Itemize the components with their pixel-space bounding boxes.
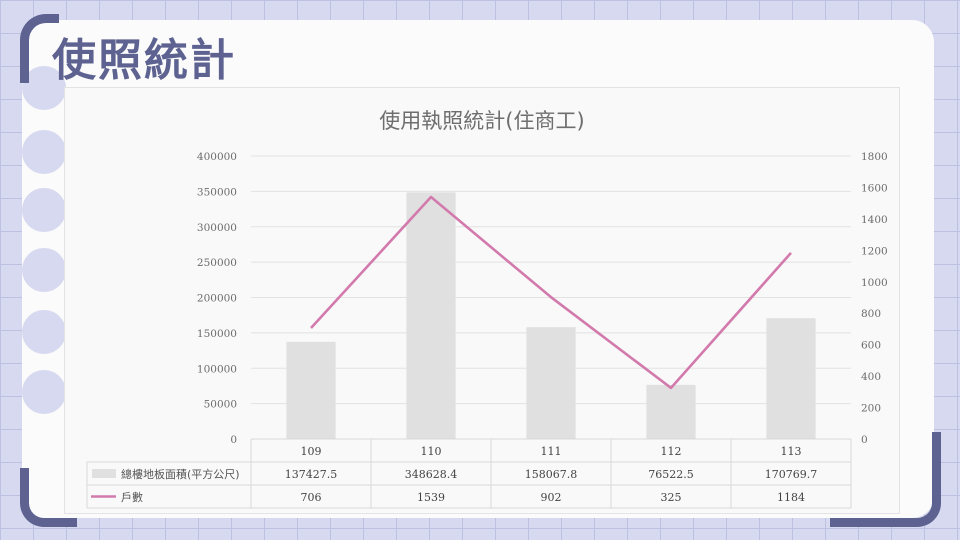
legend-key-bar (92, 469, 116, 478)
data-label: 170769.7 (765, 468, 818, 481)
bar (646, 384, 696, 439)
y-right-tick-label: 600 (861, 340, 881, 352)
card-notch (22, 310, 66, 354)
y-right-tick-label: 1200 (861, 245, 888, 257)
x-tick-label: 110 (421, 445, 442, 458)
y-left-tick-label: 400000 (197, 151, 237, 163)
y-left-tick-label: 100000 (197, 363, 237, 375)
chart-title: 使用執照統計(住商工) (379, 109, 584, 133)
y-left-tick-label: 200000 (197, 293, 237, 305)
legend-label: 戶數 (121, 491, 143, 504)
bracket-top-left (20, 14, 59, 83)
data-label: 325 (661, 491, 682, 504)
y-right-tick-label: 1000 (861, 277, 888, 289)
bar (526, 327, 576, 439)
line-series (310, 195, 792, 390)
x-tick-label: 113 (781, 445, 802, 458)
bracket-bottom-right (830, 432, 941, 527)
data-label: 1184 (777, 491, 805, 504)
data-label: 158067.8 (525, 468, 578, 481)
y-left-tick-label: 300000 (197, 222, 237, 234)
combo-chart: 使用執照統計(住商工) 0 50000 100000 150000 200000 25000… (86, 109, 888, 509)
card-notch (22, 130, 66, 174)
y-left-tick-label: 250000 (197, 257, 237, 269)
y-left-tick-label: 50000 (204, 399, 237, 411)
x-tick-label: 111 (541, 445, 562, 458)
bar (406, 192, 456, 439)
bracket-bottom-left (20, 468, 77, 527)
data-label: 902 (541, 491, 562, 504)
bar (766, 318, 816, 439)
y-right-tick-label: 800 (861, 308, 881, 320)
y-right-tick-label: 0 (861, 434, 868, 446)
y-right-tick-label: 1800 (861, 151, 888, 163)
y-right-tick-label: 400 (861, 371, 881, 383)
legend-label: 總樓地板面積(平方公尺) (121, 467, 240, 481)
card-notch (22, 248, 66, 292)
data-label: 706 (301, 491, 322, 504)
data-label: 1539 (417, 491, 445, 504)
y-left-tick-label: 150000 (197, 328, 237, 340)
y-right-tick-label: 200 (861, 403, 881, 415)
bar (286, 341, 336, 439)
y-left-tick-label: 350000 (197, 186, 237, 198)
card-notch (22, 188, 66, 232)
x-tick-label: 112 (661, 445, 682, 458)
data-label: 76522.5 (648, 468, 694, 481)
data-label: 348628.4 (405, 468, 458, 481)
page-title: 使照統計 (52, 35, 236, 86)
y-right-tick-label: 1600 (861, 182, 888, 194)
x-tick-label: 109 (301, 445, 322, 458)
card-notch (22, 370, 66, 414)
chart-area: 使用執照統計(住商工) 0 50000 100000 150000 200000 25000… (64, 87, 900, 514)
y-left-tick-label: 0 (230, 434, 237, 446)
y-right-tick-label: 1400 (861, 214, 888, 226)
data-label: 137427.5 (285, 468, 338, 481)
